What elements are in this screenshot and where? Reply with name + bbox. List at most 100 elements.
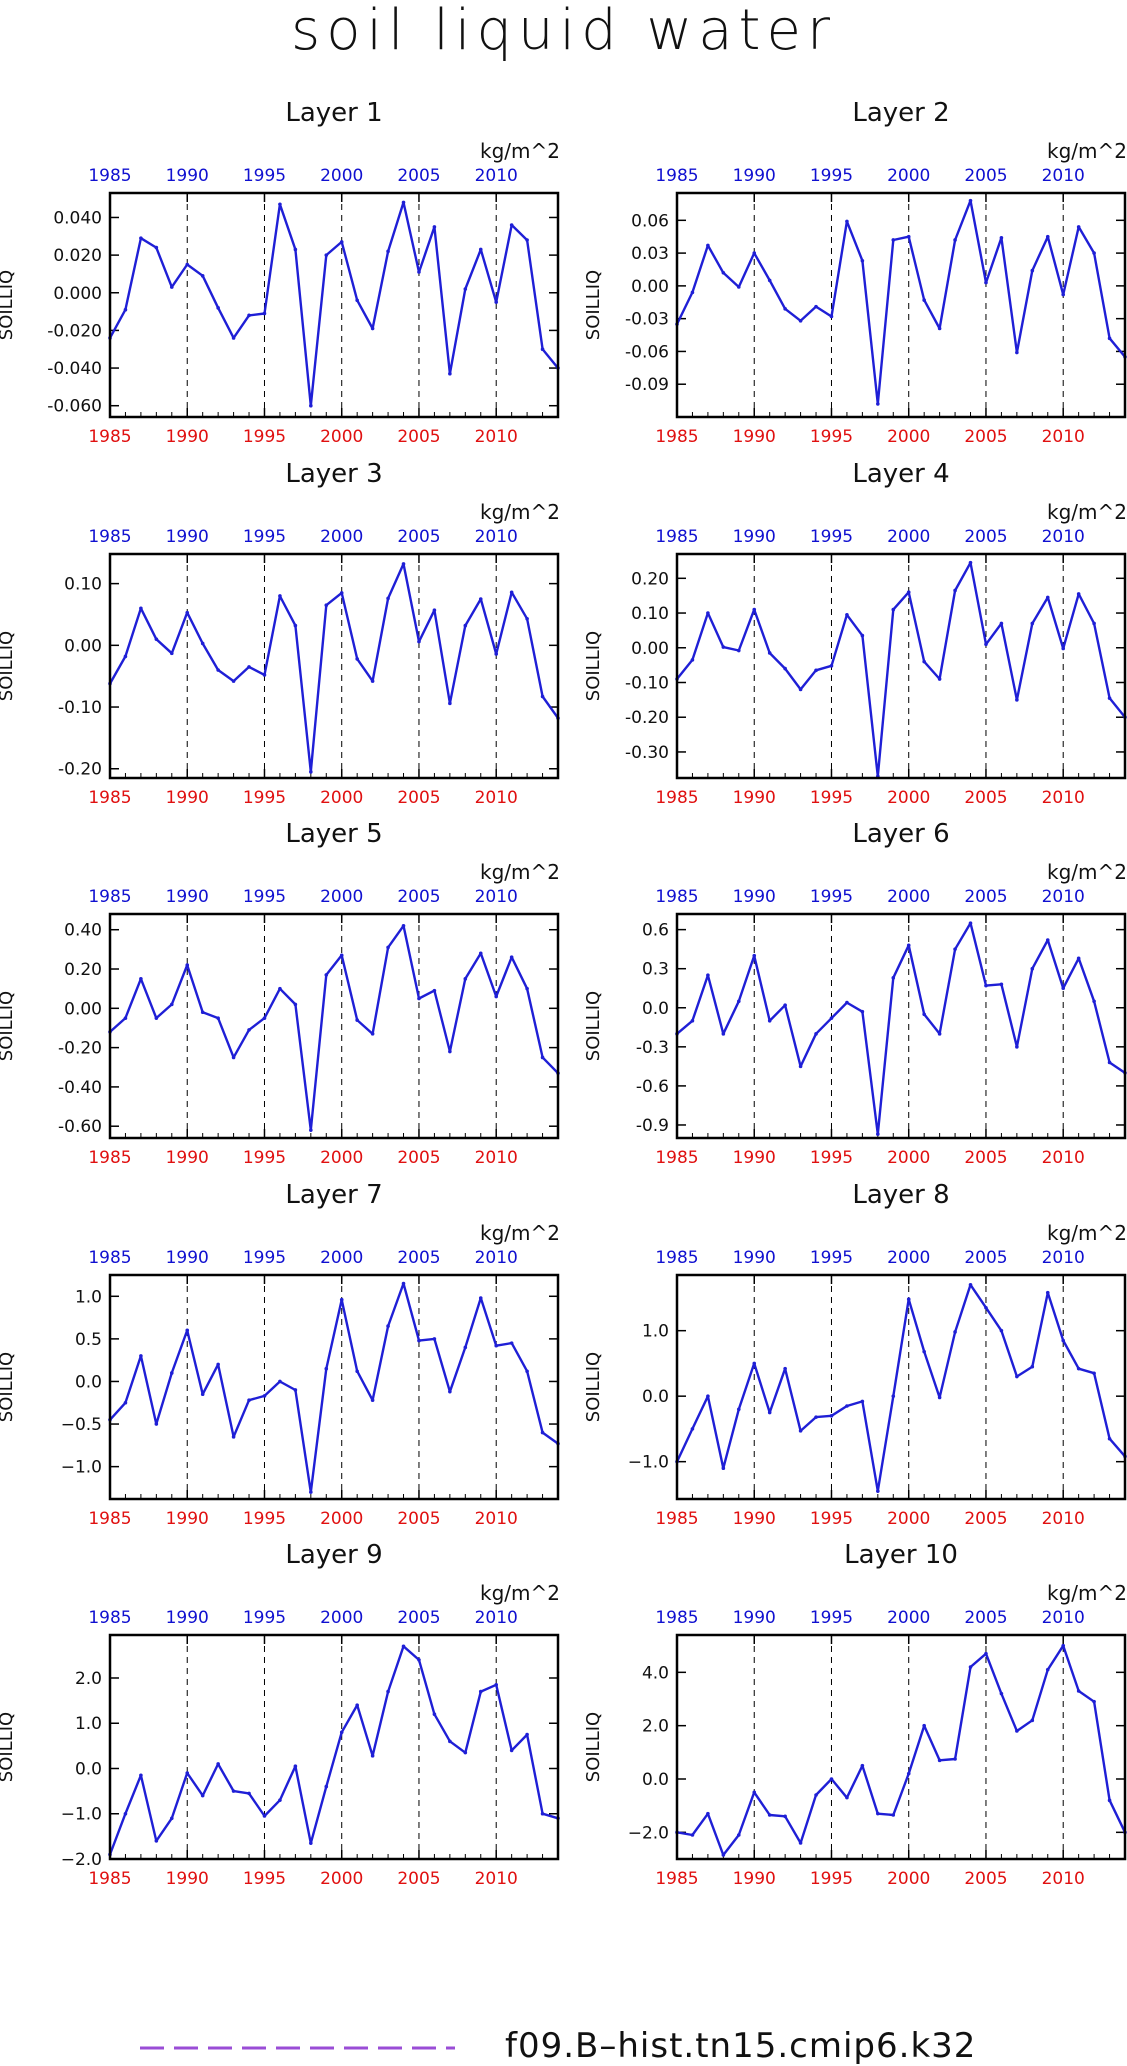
- x-tick-label-bottom: 1995: [243, 788, 286, 808]
- data-point: [525, 616, 529, 621]
- series-line: [109, 924, 559, 1132]
- y-axis-label: SOILLIQ: [583, 270, 604, 340]
- plot-frame: [108, 1633, 560, 1861]
- x-tick-label-bottom: 2010: [1042, 1509, 1085, 1529]
- data-point: [798, 319, 803, 323]
- x-tick-label-top: 1990: [733, 527, 776, 547]
- data-point: [953, 1330, 957, 1334]
- data-point: [417, 1338, 421, 1343]
- data-point: [247, 313, 251, 318]
- x-tick-label-bottom: 2000: [887, 427, 930, 447]
- data-point: [386, 945, 390, 950]
- data-point: [767, 278, 772, 283]
- data-point: [463, 977, 468, 981]
- data-point: [185, 610, 190, 615]
- plot-frame: [675, 1273, 1127, 1501]
- data-point: [1107, 1060, 1112, 1065]
- data-point: [922, 298, 926, 302]
- data-point: [247, 665, 251, 669]
- y-tick-label: -0.30: [625, 743, 669, 763]
- series-line: [108, 562, 559, 773]
- data-point: [370, 679, 375, 683]
- y-tick-label: -0.20: [58, 760, 102, 780]
- data-point: [231, 336, 236, 340]
- data-point: [999, 982, 1004, 987]
- data-point: [829, 664, 834, 668]
- data-point: [1030, 268, 1035, 273]
- data-point: [494, 1682, 499, 1687]
- data-point: [721, 270, 726, 275]
- data-point: [783, 1814, 787, 1819]
- data-point: [860, 1009, 865, 1014]
- y-tick-label: 0.040: [53, 208, 102, 228]
- data-point: [293, 1764, 298, 1769]
- x-tick-label-bottom: 1995: [243, 427, 286, 447]
- y-tick-label: 0.020: [53, 246, 102, 266]
- data-point: [123, 1400, 128, 1405]
- data-point: [1030, 1364, 1035, 1369]
- data-point: [401, 1281, 406, 1286]
- data-point: [845, 612, 849, 617]
- data-point: [525, 238, 529, 242]
- data-point: [509, 955, 514, 960]
- data-point: [139, 1773, 143, 1778]
- chart-panel-10: Layer 10 kg/m^2 SOILLIQ 1985 1985 1990 1990 199…: [583, 1540, 1127, 1889]
- data-point: [370, 1032, 375, 1036]
- data-point: [845, 1000, 849, 1005]
- x-tick-label-top: 1995: [243, 887, 286, 907]
- data-point: [968, 1665, 973, 1669]
- data-point: [540, 694, 545, 699]
- data-point: [783, 307, 787, 311]
- x-tick-label-bottom: 2010: [1042, 788, 1085, 808]
- chart-panel-7: Layer 7 kg/m^2 SOILLIQ 1985 1985 1990 1990 1995…: [0, 1180, 560, 1529]
- data-point: [278, 1798, 282, 1802]
- x-tick-label-top: 2010: [1042, 166, 1085, 186]
- x-tick-label-bottom: 1990: [733, 427, 776, 447]
- units-label: kg/m^2: [480, 1221, 560, 1245]
- x-tick-label-bottom: 2005: [397, 427, 440, 447]
- y-tick-label: -0.6: [636, 1077, 669, 1097]
- x-tick-label-top: 1985: [88, 887, 131, 907]
- y-tick-label: 0.00: [64, 999, 102, 1019]
- data-point: [798, 1841, 803, 1845]
- data-point: [736, 999, 741, 1004]
- data-point: [247, 1398, 251, 1403]
- data-point: [139, 977, 143, 981]
- x-tick-label-top: 2000: [887, 1608, 930, 1628]
- data-point: [783, 1366, 787, 1371]
- data-point: [767, 1410, 772, 1415]
- units-label: kg/m^2: [480, 1581, 560, 1605]
- y-axis-label: SOILLIQ: [583, 631, 604, 701]
- y-axis-label: SOILLIQ: [0, 991, 17, 1061]
- x-tick-label-top: 2000: [887, 1248, 930, 1268]
- data-point: [478, 1689, 483, 1694]
- plot-frame: [675, 1633, 1127, 1861]
- data-point: [262, 1814, 267, 1818]
- data-point: [1076, 1689, 1081, 1693]
- x-tick-label-bottom: 1995: [810, 1869, 853, 1889]
- data-point: [876, 402, 880, 406]
- data-point: [906, 943, 911, 948]
- data-point: [1092, 999, 1096, 1004]
- data-point: [200, 1793, 205, 1798]
- data-point: [1030, 1718, 1035, 1723]
- data-point: [448, 1049, 452, 1054]
- x-tick-label-top: 2005: [397, 527, 440, 547]
- y-axis-label: SOILLIQ: [583, 1352, 604, 1422]
- x-tick-label-bottom: 2005: [964, 1148, 1007, 1168]
- data-point: [494, 994, 499, 999]
- data-point: [139, 606, 143, 611]
- data-point: [123, 1016, 128, 1020]
- data-point: [200, 1010, 205, 1015]
- data-point: [278, 986, 282, 991]
- data-point: [370, 1754, 375, 1758]
- data-point: [139, 236, 143, 240]
- data-point: [1061, 1338, 1066, 1343]
- y-tick-label: -0.06: [625, 342, 669, 362]
- data-point: [216, 306, 220, 310]
- data-point: [200, 274, 205, 278]
- data-point: [953, 947, 957, 951]
- x-tick-label-bottom: 1990: [166, 788, 209, 808]
- x-tick-label-bottom: 2000: [320, 1869, 363, 1889]
